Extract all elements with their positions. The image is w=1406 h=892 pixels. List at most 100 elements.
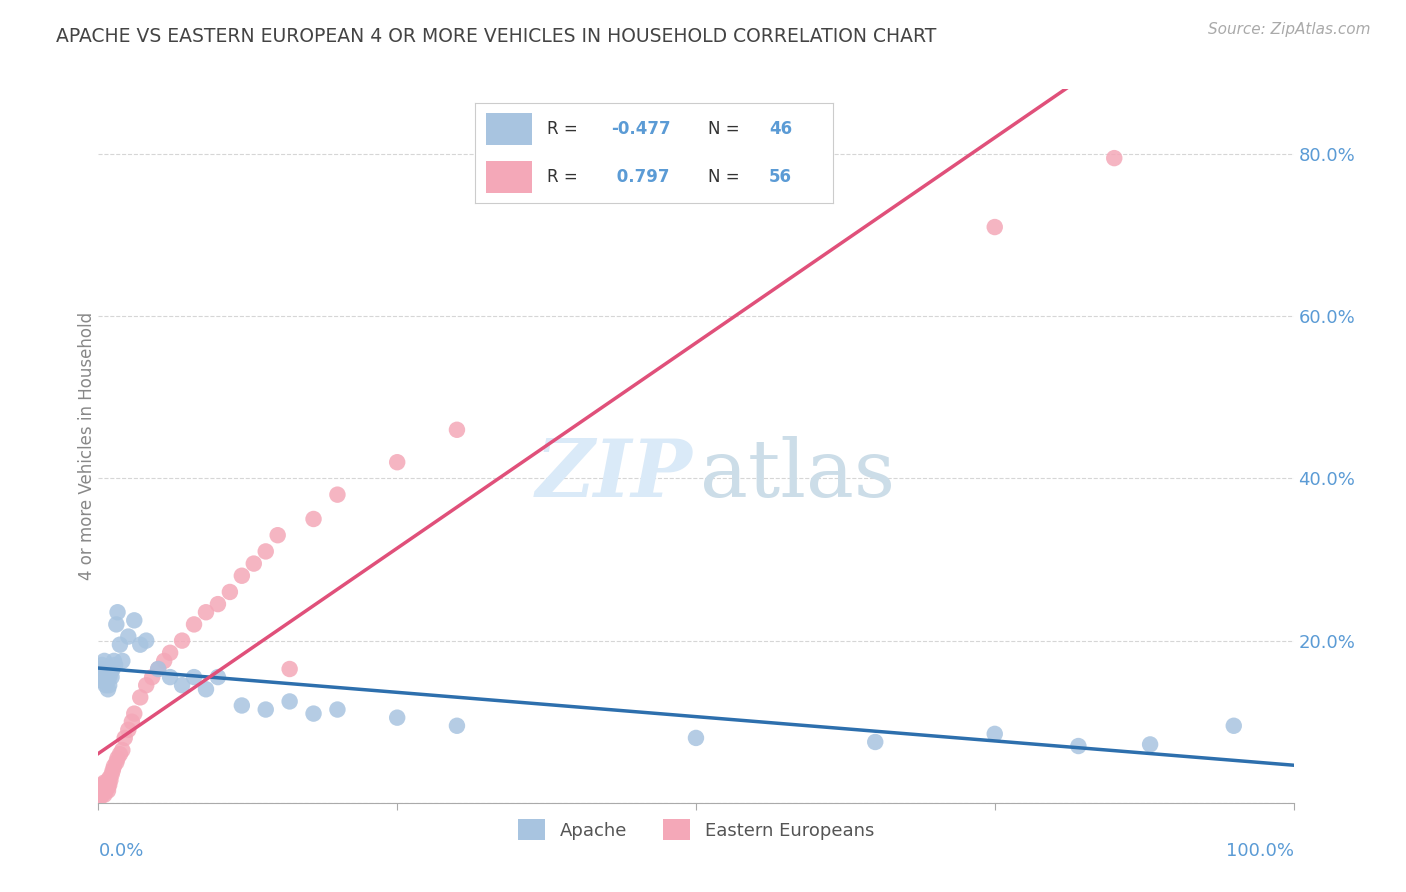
Point — [1067, 739, 1090, 753]
Point — [148, 662, 170, 676]
Point — [98, 772, 121, 786]
Point — [385, 455, 409, 469]
Point — [183, 670, 205, 684]
Point — [195, 605, 218, 619]
Point — [90, 781, 112, 796]
Point — [96, 662, 118, 676]
Point — [183, 617, 205, 632]
Point — [302, 706, 325, 721]
Point — [172, 678, 194, 692]
Point — [153, 654, 176, 668]
Point — [243, 557, 266, 571]
Point — [96, 674, 118, 689]
Point — [91, 780, 114, 794]
Point — [107, 605, 129, 619]
Point — [91, 674, 114, 689]
Point — [1223, 719, 1246, 733]
Point — [159, 646, 181, 660]
Point — [207, 670, 229, 684]
Point — [101, 662, 124, 676]
Point — [124, 706, 146, 721]
Point — [195, 682, 218, 697]
Point — [89, 666, 111, 681]
Point — [91, 778, 114, 792]
Point — [984, 220, 1007, 235]
Text: atlas: atlas — [700, 435, 894, 514]
Point — [141, 670, 163, 684]
Point — [117, 723, 139, 737]
Point — [121, 714, 143, 729]
Text: Source: ZipAtlas.com: Source: ZipAtlas.com — [1208, 22, 1371, 37]
Point — [446, 423, 468, 437]
Point — [254, 702, 277, 716]
Point — [267, 528, 290, 542]
Point — [100, 670, 122, 684]
Point — [91, 783, 114, 797]
Point — [103, 759, 125, 773]
Point — [207, 597, 229, 611]
Point — [105, 756, 128, 770]
Point — [94, 678, 117, 692]
Point — [101, 764, 124, 778]
Point — [105, 617, 128, 632]
Point — [94, 670, 117, 684]
Point — [385, 711, 409, 725]
Point — [302, 512, 325, 526]
Point — [91, 781, 114, 796]
Point — [254, 544, 277, 558]
Text: ZIP: ZIP — [536, 436, 692, 513]
Point — [865, 735, 887, 749]
Point — [159, 670, 181, 684]
Point — [90, 780, 112, 794]
Point — [94, 783, 117, 797]
Text: 0.0%: 0.0% — [98, 842, 143, 860]
Point — [107, 751, 129, 765]
Point — [91, 788, 114, 802]
Point — [219, 585, 242, 599]
Point — [98, 678, 121, 692]
Point — [135, 678, 157, 692]
Point — [98, 778, 121, 792]
Point — [111, 654, 134, 668]
Point — [278, 662, 301, 676]
Point — [103, 654, 125, 668]
Point — [98, 666, 122, 681]
Point — [108, 747, 131, 761]
Point — [129, 638, 152, 652]
Y-axis label: 4 or more Vehicles in Household: 4 or more Vehicles in Household — [79, 312, 96, 580]
Point — [93, 654, 115, 668]
Point — [1139, 738, 1161, 752]
Point — [91, 670, 114, 684]
Point — [231, 568, 253, 582]
Point — [93, 666, 115, 681]
Point — [446, 719, 468, 733]
Point — [278, 694, 301, 708]
Point — [111, 743, 134, 757]
Point — [91, 657, 114, 672]
Point — [1104, 151, 1126, 165]
Point — [93, 783, 115, 797]
Point — [326, 488, 349, 502]
Point — [104, 657, 127, 672]
Point — [685, 731, 707, 745]
Point — [108, 638, 131, 652]
Point — [231, 698, 253, 713]
Point — [97, 682, 120, 697]
Text: 100.0%: 100.0% — [1226, 842, 1294, 860]
Point — [135, 633, 157, 648]
Legend: Apache, Eastern Europeans: Apache, Eastern Europeans — [510, 812, 882, 847]
Point — [96, 775, 118, 789]
Point — [114, 731, 136, 745]
Point — [98, 670, 121, 684]
Point — [124, 613, 146, 627]
Point — [326, 702, 349, 716]
Point — [100, 767, 122, 781]
Point — [96, 781, 118, 796]
Point — [93, 775, 115, 789]
Point — [90, 789, 112, 804]
Point — [89, 788, 111, 802]
Point — [91, 786, 114, 800]
Text: APACHE VS EASTERN EUROPEAN 4 OR MORE VEHICLES IN HOUSEHOLD CORRELATION CHART: APACHE VS EASTERN EUROPEAN 4 OR MORE VEH… — [56, 27, 936, 45]
Point — [117, 630, 139, 644]
Point — [97, 780, 120, 794]
